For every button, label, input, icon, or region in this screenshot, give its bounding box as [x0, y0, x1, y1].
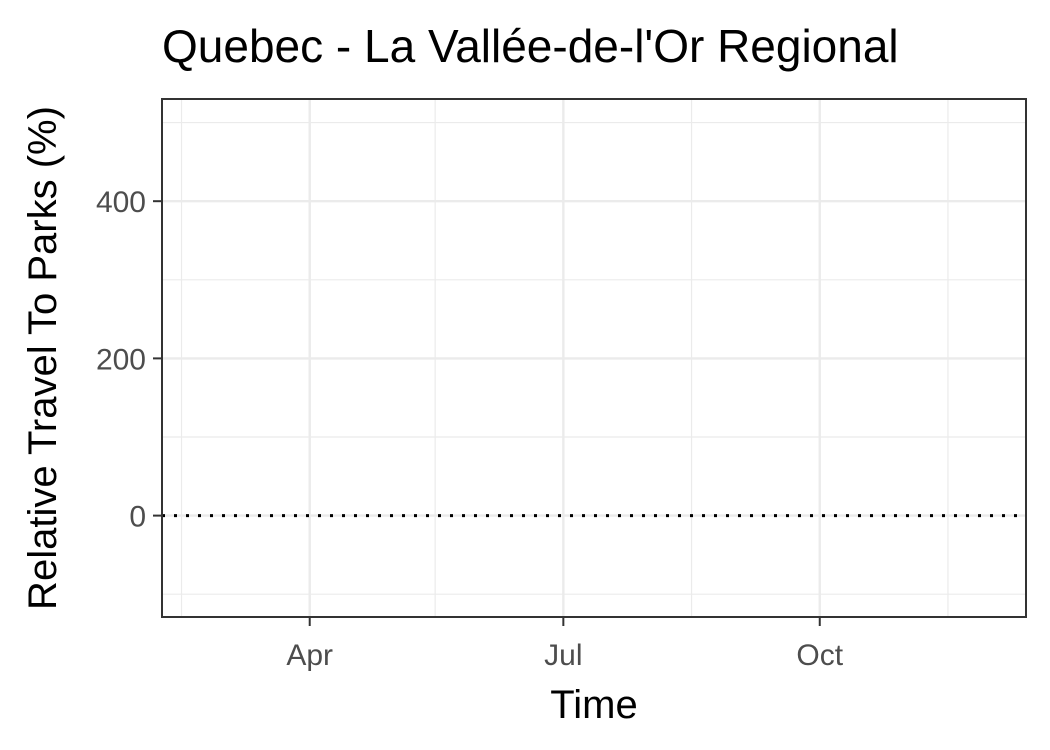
y-tick-label: 400	[96, 186, 146, 219]
y-tick-label: 0	[129, 501, 146, 534]
y-axis-title: Relative Travel To Parks (%)	[21, 106, 65, 610]
x-tick-label: Oct	[796, 639, 843, 672]
y-axis: 0 200 400	[96, 186, 162, 534]
x-axis: Apr Jul Oct	[286, 617, 844, 672]
grid-major	[162, 99, 1026, 617]
y-tick-label: 200	[96, 343, 146, 376]
x-axis-title: Time	[550, 683, 637, 727]
x-tick-label: Jul	[544, 639, 582, 672]
chart-title: Quebec - La Vallée-de-l'Or Regional	[162, 20, 899, 72]
x-tick-label: Apr	[286, 639, 333, 672]
